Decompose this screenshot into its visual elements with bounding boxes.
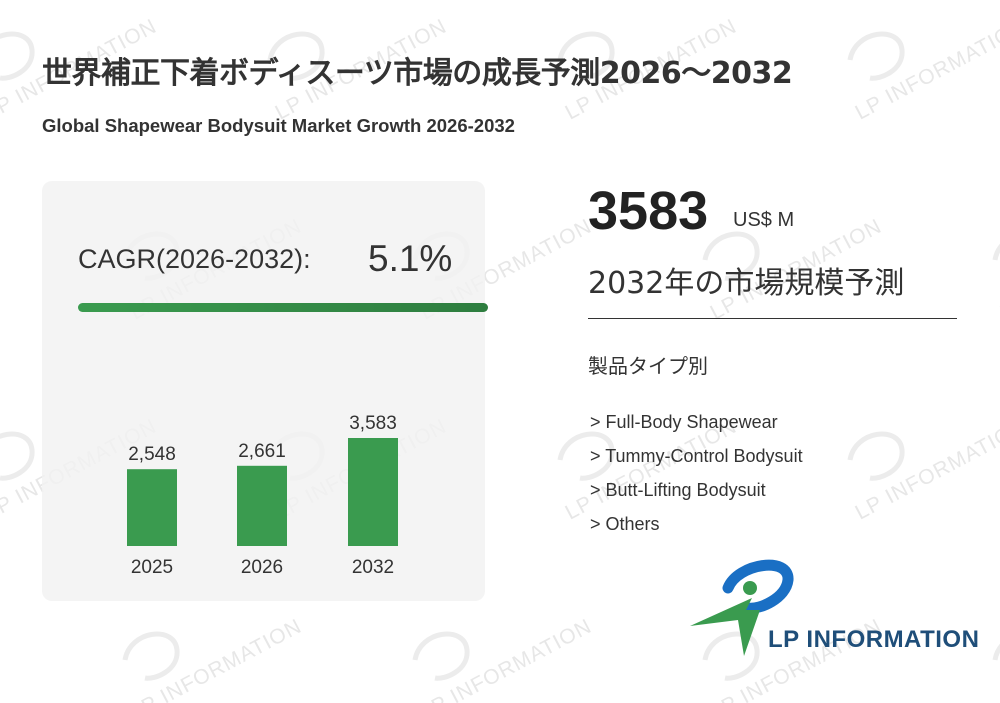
- page-subtitle: Global Shapewear Bodysuit Market Growth …: [42, 115, 515, 136]
- bar-2026: [237, 465, 287, 546]
- bar-category-label: 2025: [131, 557, 173, 578]
- cagr-accent-bar: [78, 303, 488, 312]
- segment-list: > Full-Body Shapewear > Tummy-Control Bo…: [590, 410, 803, 546]
- forecast-value: 3583: [588, 181, 709, 241]
- segment-item: > Tummy-Control Bodysuit: [590, 446, 803, 466]
- bar-2025: [127, 469, 177, 546]
- segment-item: > Others: [590, 514, 660, 534]
- bar-value-label: 3,583: [349, 413, 397, 434]
- bar-value-label: 2,661: [238, 441, 286, 462]
- forecast-label: 2032年の市場規模予測: [588, 266, 905, 301]
- bar-2032: [348, 438, 398, 546]
- segment-item: > Full-Body Shapewear: [590, 412, 778, 432]
- bar-category-label: 2032: [352, 557, 394, 578]
- segment-item: > Butt-Lifting Bodysuit: [590, 480, 766, 500]
- segment-heading: 製品タイプ別: [588, 354, 708, 378]
- cagr-label: CAGR(2026-2032):: [78, 244, 311, 274]
- forecast-unit: US$ M: [733, 209, 795, 231]
- bar-value-label: 2,548: [128, 444, 176, 465]
- divider: [588, 318, 957, 319]
- bar-category-label: 2026: [241, 557, 283, 578]
- page-title: 世界補正下着ボディスーツ市場の成長予測2026～2032: [42, 56, 793, 91]
- logo-text: LP INFORMATION: [768, 626, 980, 653]
